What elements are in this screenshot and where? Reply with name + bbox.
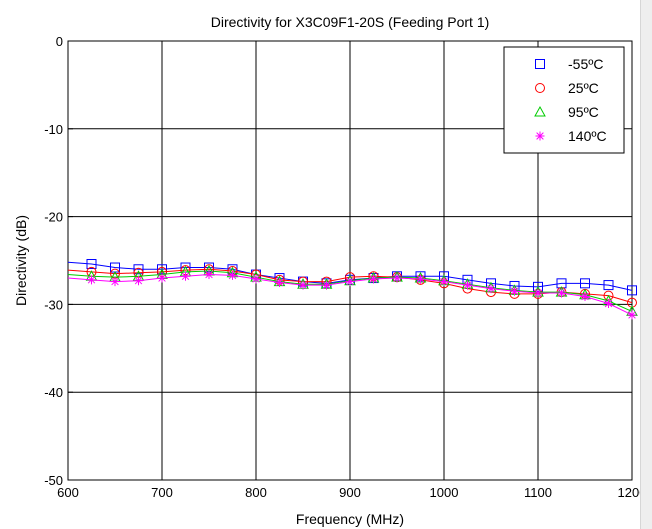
legend-label: 25ºC	[568, 80, 599, 96]
data-point-star	[228, 270, 237, 280]
star-stroke	[416, 275, 425, 283]
data-point-star	[510, 286, 519, 296]
star-stroke	[158, 274, 166, 282]
star-stroke	[510, 287, 519, 295]
chart-title: Directivity for X3C09F1-20S (Feeding Por…	[211, 14, 490, 30]
legend-label: -55ºC	[568, 56, 603, 72]
star-stroke	[487, 284, 495, 293]
star-stroke	[228, 271, 237, 280]
legend-label: 95ºC	[568, 104, 599, 120]
star-stroke	[205, 270, 213, 279]
plot-frame	[67, 40, 633, 481]
legend-item: 95ºC	[534, 104, 599, 120]
x-tick-label: 600	[57, 485, 79, 500]
data-point-star	[486, 284, 496, 294]
y-tick-label: -40	[44, 385, 63, 400]
window-edge	[640, 0, 652, 529]
data-point-star	[557, 288, 566, 298]
star-stroke	[440, 277, 448, 286]
star-stroke	[628, 311, 636, 319]
data-point-star	[322, 280, 331, 290]
star-stroke	[181, 272, 190, 281]
series-star	[67, 270, 637, 320]
legend: -55ºC 25ºC 95ºC 140ºC	[503, 46, 625, 154]
data-point-star	[369, 274, 378, 284]
data-point-square	[603, 280, 614, 291]
star-stroke	[463, 281, 472, 289]
data-point-star	[298, 280, 308, 290]
star-stroke	[252, 275, 260, 283]
data-point-star	[204, 270, 214, 280]
data-point-star	[392, 273, 402, 283]
star-stroke	[134, 276, 143, 285]
data-point-star	[604, 299, 613, 309]
legend-label: 140ºC	[568, 128, 607, 144]
x-tick-label: 700	[151, 485, 173, 500]
data-point-star	[416, 274, 425, 284]
star-stroke	[536, 132, 544, 140]
star-stroke	[393, 274, 401, 282]
data-point-circle	[535, 83, 545, 93]
legend-item: 140ºC	[535, 128, 607, 144]
legend-item: -55ºC	[535, 56, 603, 72]
star-stroke	[581, 292, 589, 301]
data-point-square	[580, 278, 590, 289]
data-point-star	[134, 276, 143, 286]
data-point-star	[535, 131, 545, 141]
x-tick-label: 800	[245, 485, 267, 500]
data-point-square	[86, 259, 97, 270]
data-point-star	[533, 288, 543, 298]
y-tick-label: -30	[44, 297, 63, 312]
star-stroke	[322, 281, 331, 289]
x-tick-label: 1100	[524, 485, 552, 500]
star-stroke	[557, 289, 566, 297]
star-stroke	[534, 289, 542, 297]
x-tick-label: 1000	[430, 485, 459, 500]
data-point-star	[181, 271, 190, 281]
x-tick-label: 900	[339, 485, 361, 500]
data-point-star	[439, 277, 449, 287]
data-point-square	[627, 285, 637, 296]
y-tick-label: -50	[44, 473, 63, 488]
data-point-star	[627, 310, 637, 320]
legend-item: 25ºC	[535, 80, 599, 96]
star-stroke	[275, 278, 284, 287]
data-point-star	[463, 280, 472, 290]
data-point-triangle	[534, 105, 546, 117]
data-point-star	[275, 277, 284, 287]
data-point-square	[133, 264, 144, 275]
star-stroke	[87, 276, 96, 284]
y-axis-title: Directivity (dB)	[13, 215, 29, 306]
data-point-star	[580, 291, 590, 301]
star-stroke	[111, 277, 119, 286]
y-tick-label: -20	[44, 210, 63, 225]
data-point-star	[251, 274, 261, 284]
star-stroke	[604, 299, 613, 308]
tick-labels: 600 700 800 900 1000 1100 1200 0 -10 -20 -30 -40 -50	[44, 34, 646, 500]
legend-box	[503, 46, 625, 154]
data-point-star	[87, 275, 96, 285]
data-point-star	[110, 277, 120, 287]
y-tick-label: -10	[44, 122, 63, 137]
star-stroke	[346, 277, 354, 286]
star-stroke	[299, 281, 307, 289]
star-stroke	[369, 275, 378, 283]
series-layer	[67, 259, 638, 320]
x-tick-label: 1200	[618, 485, 647, 500]
data-point-square	[535, 59, 545, 69]
data-point-star	[345, 277, 355, 287]
x-axis-title: Frequency (MHz)	[296, 511, 404, 527]
series-circle	[67, 264, 637, 308]
y-tick-label: 0	[56, 34, 63, 49]
data-point-star	[157, 273, 167, 283]
